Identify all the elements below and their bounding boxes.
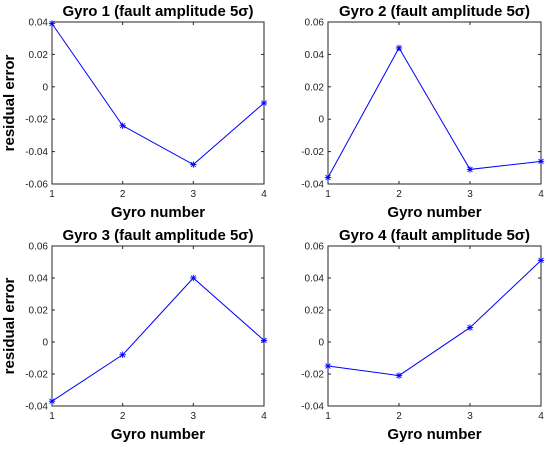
x-tick-label: 4 [538,411,544,422]
data-point [395,372,403,379]
y-tick-label: 0.06 [29,242,49,253]
x-tick-label: 1 [325,189,331,200]
y-tick-label: 0 [42,82,48,93]
x-tick-label: 4 [261,411,267,422]
x-axis-label: Gyro number [387,426,481,443]
x-tick-label: 3 [191,411,197,422]
x-tick-label: 2 [396,189,402,200]
series-line [327,46,542,178]
data-point [48,398,56,405]
x-tick-label: 4 [261,189,267,200]
series-line [51,23,265,166]
data-point [119,351,126,358]
x-tick-label: 1 [49,189,55,200]
data-point [466,324,474,331]
data-point [537,257,545,264]
y-tick-label: 0.02 [29,306,49,317]
y-tick-label: 0.04 [305,274,325,285]
y-tick-label: 0.06 [305,18,325,29]
x-tick-label: 3 [467,411,473,422]
chart-title: Gyro 2 (fault amplitude 5σ) [339,3,530,20]
y-tick-label: 0 [318,115,324,126]
x-tick-label: 1 [325,411,331,422]
chart-title: Gyro 4 (fault amplitude 5σ) [339,227,530,244]
data-point [260,337,268,344]
axes-box [51,21,265,185]
y-tick-label: 0.04 [29,18,49,29]
y-tick-label: -0.04 [25,147,48,158]
data-point [395,44,403,52]
y-tick-label: -0.04 [301,402,324,413]
x-tick-label: 3 [467,189,473,200]
y-tick-label: 0.06 [305,242,325,253]
data-point [190,274,197,282]
y-tick-label: 0.02 [305,82,325,93]
data-point [48,20,56,27]
y-tick-label: -0.04 [301,180,324,191]
y-tick-label: -0.02 [301,370,324,381]
y-tick-label: 0.04 [29,274,49,285]
x-tick-label: 2 [120,411,126,422]
series-line [327,260,542,377]
data-point [466,166,474,173]
data-point [260,99,268,107]
chart-panel-2: 1 2 3 4 -0.04 -0.02 0 0.02 0.04 0.06 Gyro 2 (fault… [301,3,544,221]
axes-box [51,245,265,407]
y-tick-label: -0.02 [25,370,48,381]
data-point [190,161,197,168]
y-tick-label: 0.02 [29,50,49,61]
y-axis-label: residual error [1,277,18,374]
x-tick-label: 2 [396,411,402,422]
y-tick-label: -0.04 [25,402,48,413]
chart-title: Gyro 1 (fault amplitude 5σ) [62,3,253,20]
y-tick-label: 0.02 [305,306,325,317]
chart-panel-1: 1 2 3 4 -0.06 -0.04 -0.02 0 0.02 0.04 Gyro 1 (faul… [1,3,267,221]
x-tick-label: 1 [49,411,55,422]
y-tick-label: 0.04 [305,50,325,61]
x-tick-label: 3 [191,189,197,200]
data-point [324,362,332,370]
y-tick-label: -0.02 [25,115,48,126]
y-tick-label: -0.06 [25,180,48,191]
y-axis-label: residual error [1,54,18,151]
y-tick-label: -0.02 [301,147,324,158]
axes-box [327,21,542,185]
chart-title: Gyro 3 (fault amplitude 5σ) [62,227,253,244]
series-line [51,277,265,402]
y-tick-label: 0 [318,338,324,349]
x-axis-label: Gyro number [111,426,205,443]
x-axis-label: Gyro number [387,204,481,221]
x-axis-label: Gyro number [111,204,205,221]
data-point [119,122,126,129]
chart-panel-4: 1 2 3 4 -0.04 -0.02 0 0.02 0.04 0.06 Gyro 4 (fault… [301,227,544,443]
data-point [324,174,332,181]
y-tick-label: 0 [42,338,48,349]
x-tick-label: 4 [538,189,544,200]
axes-box [327,245,542,407]
x-tick-label: 2 [120,189,126,200]
chart-panel-3: 1 2 3 4 -0.04 -0.02 0 0.02 0.04 0.06 Gyro 3 (fault… [1,227,267,443]
data-point [537,158,545,165]
